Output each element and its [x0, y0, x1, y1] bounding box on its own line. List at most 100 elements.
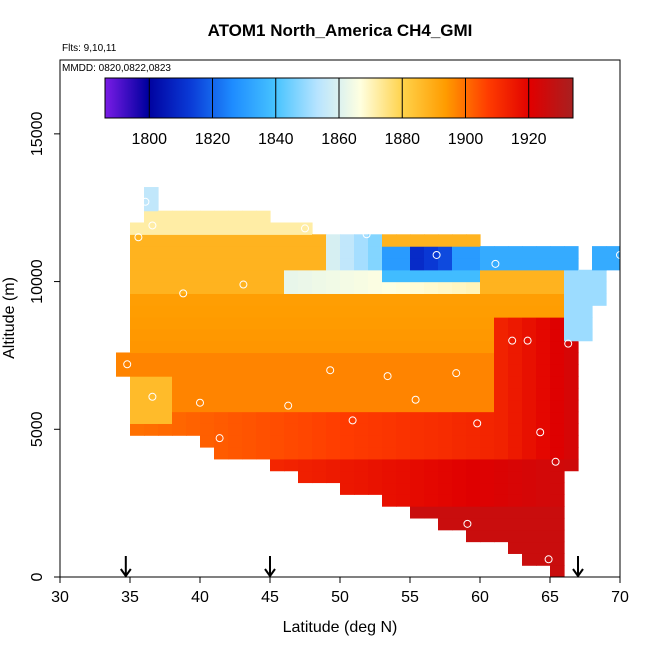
heatmap-cell — [564, 423, 579, 436]
colorbar-tick-label: 1840 — [258, 131, 294, 148]
heatmap-cell — [452, 482, 467, 495]
heatmap-cell — [452, 328, 467, 342]
heatmap-cell — [242, 435, 257, 448]
heatmap-cell — [550, 352, 565, 365]
heatmap-cell — [158, 411, 173, 424]
heatmap-cell — [522, 293, 537, 306]
heatmap-cell — [354, 281, 369, 294]
heatmap-cell — [200, 411, 215, 424]
heatmap-cell — [410, 281, 425, 294]
heatmap-cell — [382, 317, 397, 330]
heatmap-cell — [494, 399, 509, 413]
heatmap-cell — [284, 328, 299, 342]
heatmap-cell — [480, 399, 495, 413]
heatmap-cell — [228, 328, 243, 342]
heatmap-cell — [564, 376, 579, 389]
heatmap-cell — [550, 553, 565, 566]
heatmap-cell — [396, 447, 411, 460]
colorbar-tick-label: 1800 — [131, 131, 167, 148]
heatmap-cell — [228, 210, 243, 224]
heatmap-cell — [242, 234, 257, 247]
x-tick-label: 55 — [401, 589, 419, 606]
profile-point — [508, 336, 517, 345]
heatmap-cell — [452, 423, 467, 436]
heatmap-cell — [158, 387, 173, 401]
heatmap-cell — [536, 387, 551, 401]
heatmap-cell — [284, 257, 299, 271]
heatmap-cell — [494, 317, 509, 330]
heatmap-cell — [130, 364, 145, 377]
heatmap-cell — [256, 234, 271, 247]
heatmap-cell — [158, 210, 173, 224]
heatmap-cell — [256, 210, 271, 224]
profile-point — [564, 339, 573, 348]
heatmap-cell — [312, 328, 327, 342]
heatmap-cell — [480, 517, 495, 531]
heatmap-cell — [354, 305, 369, 318]
heatmap-cell — [186, 269, 201, 283]
heatmap-cell — [326, 305, 341, 318]
heatmap-cell — [242, 246, 257, 259]
heatmap-cell — [298, 269, 313, 283]
heatmap-cell — [312, 458, 327, 472]
heatmap-cell — [438, 482, 453, 495]
heatmap-cell — [466, 376, 481, 389]
heatmap-cell — [368, 328, 383, 342]
heatmap-cell — [354, 328, 369, 342]
heatmap-cell — [354, 387, 369, 401]
heatmap-cell — [284, 305, 299, 318]
heatmap-cell — [564, 293, 579, 306]
heatmap-cell — [452, 257, 467, 271]
heatmap-cell — [536, 352, 551, 365]
heatmap-cell — [214, 447, 229, 460]
heatmap-cell — [256, 423, 271, 436]
heatmap-cell — [116, 364, 131, 377]
heatmap-cell — [298, 411, 313, 424]
heatmap-cell — [158, 364, 173, 377]
heatmap-cell — [340, 482, 355, 495]
heatmap-cell — [298, 364, 313, 377]
heatmap-cell — [256, 317, 271, 330]
heatmap-cell — [550, 317, 565, 330]
heatmap-cell — [298, 340, 313, 354]
heatmap-cell — [382, 458, 397, 472]
heatmap-cell — [536, 269, 551, 283]
heatmap-cell — [214, 364, 229, 377]
heatmap-cell — [298, 399, 313, 413]
heatmap-cell — [494, 246, 509, 259]
heatmap-cell — [578, 305, 593, 318]
heatmap-cell — [424, 494, 439, 507]
heatmap-cell — [242, 387, 257, 401]
heatmap-cell — [438, 470, 453, 484]
heatmap-cell — [284, 447, 299, 460]
heatmap-cell — [382, 281, 397, 294]
heatmap-cell — [186, 210, 201, 224]
heatmap-cell — [242, 293, 257, 306]
heatmap-cell — [424, 435, 439, 448]
heatmap-cell — [130, 257, 145, 271]
heatmap-cell — [466, 317, 481, 330]
y-tick-label: 0 — [29, 572, 46, 581]
heatmap-cell — [298, 435, 313, 448]
heatmap-cell — [270, 411, 285, 424]
heatmap-cell — [536, 541, 551, 554]
heatmap-cell — [214, 293, 229, 306]
heatmap-cell — [494, 494, 509, 507]
heatmap-cell — [284, 435, 299, 448]
heatmap-cell — [368, 305, 383, 318]
heatmap-cell — [410, 234, 425, 247]
heatmap-cell — [452, 305, 467, 318]
profile-point — [491, 259, 500, 268]
heatmap-cell — [326, 458, 341, 472]
heatmap-cell — [116, 352, 131, 365]
heatmap-cell — [466, 305, 481, 318]
heatmap-cell — [242, 352, 257, 365]
heatmap-cell — [242, 269, 257, 283]
heatmap-cell — [480, 269, 495, 283]
heatmap-cell — [200, 423, 215, 436]
heatmap-cell — [256, 222, 271, 235]
heatmap-cell — [130, 317, 145, 330]
heatmap-cell — [130, 328, 145, 342]
heatmap-cell — [172, 423, 187, 436]
heatmap-cell — [410, 494, 425, 507]
